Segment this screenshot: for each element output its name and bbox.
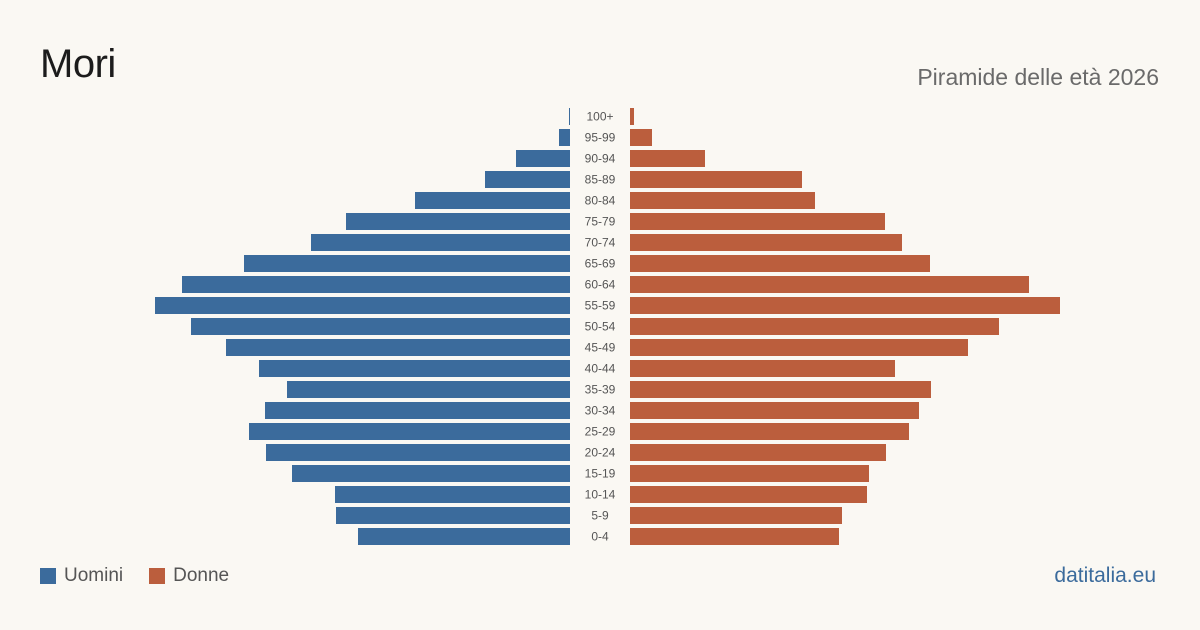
bar-women-85-89 <box>630 171 802 188</box>
age-label-10-14: 10-14 <box>585 488 616 502</box>
age-label-95-99: 95-99 <box>585 131 616 145</box>
bar-women-65-69 <box>630 255 930 272</box>
bar-men-65-69 <box>244 255 570 272</box>
bar-women-20-24 <box>630 444 886 461</box>
page-title: Mori <box>40 42 116 86</box>
age-label-40-44: 40-44 <box>585 362 616 376</box>
bar-women-90-94 <box>630 150 705 167</box>
age-label-100plus: 100+ <box>586 110 613 124</box>
bar-women-5-9 <box>630 507 842 524</box>
bar-men-75-79 <box>346 213 570 230</box>
legend-item-men: Uomini <box>40 565 123 587</box>
bar-women-30-34 <box>630 402 919 419</box>
bar-men-15-19 <box>292 465 570 482</box>
bar-men-0-4 <box>358 528 570 545</box>
bar-women-75-79 <box>630 213 885 230</box>
bar-women-95-99 <box>630 129 652 146</box>
bar-men-100plus <box>569 108 570 125</box>
age-label-30-34: 30-34 <box>585 404 616 418</box>
age-label-5-9: 5-9 <box>591 509 609 523</box>
bar-women-15-19 <box>630 465 869 482</box>
legend-item-women: Donne <box>149 565 229 587</box>
legend-label-women: Donne <box>173 565 230 586</box>
bar-men-85-89 <box>485 171 570 188</box>
bar-men-40-44 <box>259 360 570 377</box>
age-label-45-49: 45-49 <box>585 341 616 355</box>
age-label-50-54: 50-54 <box>585 320 616 334</box>
legend-label-men: Uomini <box>64 565 124 586</box>
bar-women-10-14 <box>630 486 867 503</box>
bar-women-100plus <box>630 108 634 125</box>
bar-men-35-39 <box>287 381 570 398</box>
bar-women-0-4 <box>630 528 839 545</box>
age-label-60-64: 60-64 <box>585 278 616 292</box>
age-label-80-84: 80-84 <box>585 194 616 208</box>
bar-women-45-49 <box>630 339 968 356</box>
legend-swatch-women <box>149 568 166 584</box>
bar-women-40-44 <box>630 360 895 377</box>
bar-men-45-49 <box>226 339 570 356</box>
bar-men-90-94 <box>516 150 570 167</box>
bar-women-70-74 <box>630 234 902 251</box>
bar-women-55-59 <box>630 297 1060 314</box>
age-label-0-4: 0-4 <box>591 530 609 544</box>
age-label-75-79: 75-79 <box>585 215 616 229</box>
bar-men-60-64 <box>182 276 570 293</box>
age-label-70-74: 70-74 <box>585 236 616 250</box>
legend-swatch-men <box>40 568 56 584</box>
bar-women-35-39 <box>630 381 931 398</box>
source-link[interactable]: datitalia.eu <box>1054 564 1156 587</box>
bar-men-10-14 <box>335 486 570 503</box>
bar-men-70-74 <box>311 234 570 251</box>
bar-women-80-84 <box>630 192 815 209</box>
bar-men-55-59 <box>155 297 570 314</box>
age-label-90-94: 90-94 <box>585 152 616 166</box>
bar-women-50-54 <box>630 318 999 335</box>
bar-women-60-64 <box>630 276 1029 293</box>
chart-legend: Uomini Donne <box>40 565 255 587</box>
age-label-55-59: 55-59 <box>585 299 616 313</box>
bar-men-30-34 <box>265 402 570 419</box>
bar-men-80-84 <box>415 192 570 209</box>
age-label-65-69: 65-69 <box>585 257 616 271</box>
age-label-85-89: 85-89 <box>585 173 616 187</box>
age-label-35-39: 35-39 <box>585 383 616 397</box>
age-label-25-29: 25-29 <box>585 425 616 439</box>
bar-women-25-29 <box>630 423 909 440</box>
chart-subtitle: Piramide delle età 2026 <box>917 64 1159 90</box>
age-label-15-19: 15-19 <box>585 467 616 481</box>
bar-men-50-54 <box>191 318 570 335</box>
bar-men-5-9 <box>336 507 570 524</box>
bar-men-95-99 <box>559 129 570 146</box>
bar-men-25-29 <box>249 423 570 440</box>
bar-men-20-24 <box>266 444 570 461</box>
age-label-20-24: 20-24 <box>585 446 616 460</box>
